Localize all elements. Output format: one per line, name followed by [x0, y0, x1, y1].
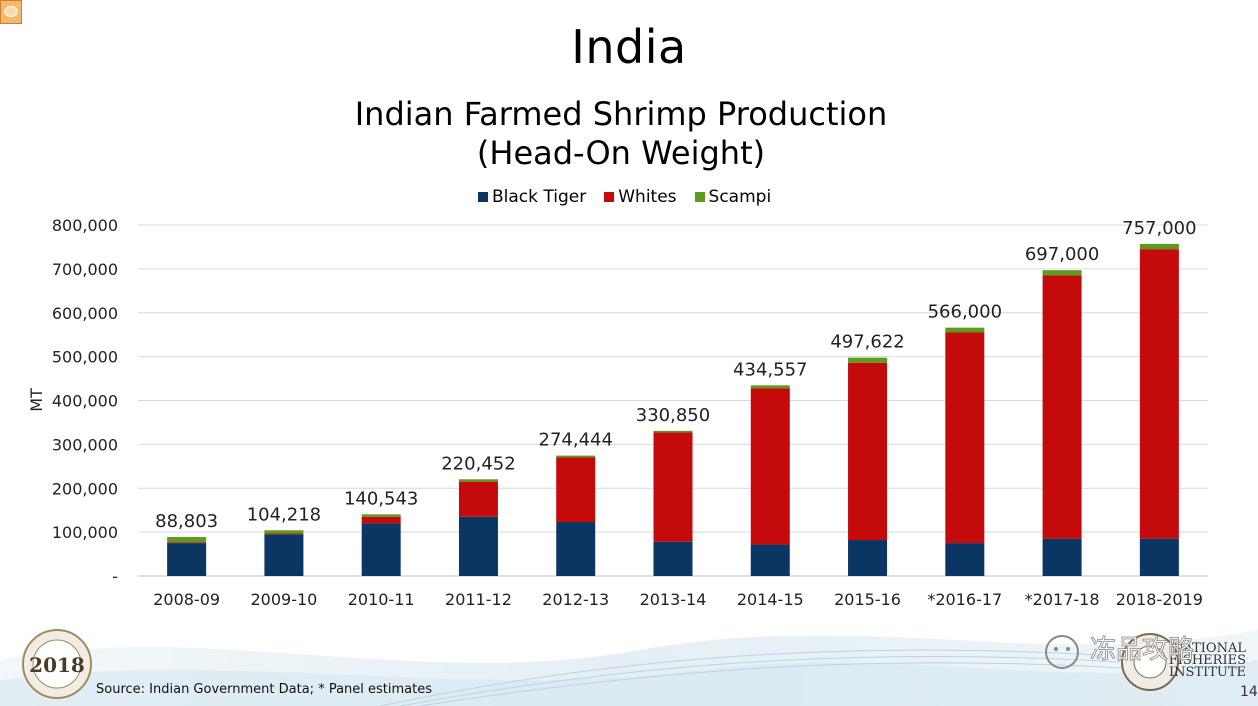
y-tick-label: 800,000: [52, 216, 118, 235]
bar-scampi: [1139, 243, 1179, 250]
legend-label-black-tiger: Black Tiger: [492, 187, 587, 207]
logo-right-text-3: INSTITUTE: [1169, 665, 1246, 680]
bar-scampi: [653, 430, 693, 433]
bar-black-tiger: [361, 523, 401, 576]
x-tick-label: 2008-09: [153, 590, 220, 609]
total-data-label: 757,000: [1122, 218, 1196, 239]
chart-subtitle: (Head-On Weight): [476, 134, 766, 172]
bar-black-tiger: [264, 534, 304, 576]
logo-year: 2018: [29, 653, 85, 677]
legend-swatch-scampi: [694, 192, 705, 202]
chart-legend: Black Tiger Whites Scampi: [478, 187, 771, 207]
bar-scampi: [1042, 270, 1082, 276]
bar-black-tiger: [750, 544, 790, 576]
logo-right-text-2: FISHERIES: [1169, 653, 1246, 668]
bar-scampi: [458, 479, 498, 482]
x-tick-label: *2017-18: [1025, 590, 1100, 609]
bar-black-tiger: [848, 540, 888, 576]
x-tick-label: 2012-13: [542, 590, 609, 609]
bar-whites: [361, 516, 401, 524]
x-tick-label: 2013-14: [640, 590, 707, 609]
bar-black-tiger: [1139, 538, 1179, 576]
bar-scampi: [361, 514, 401, 517]
y-tick-label: 600,000: [52, 304, 118, 323]
comment-icon[interactable]: [0, 0, 22, 24]
legend-label-scampi: Scampi: [708, 187, 772, 207]
bar-whites: [1042, 275, 1082, 539]
bar-whites: [945, 332, 985, 544]
total-data-label: 274,444: [539, 430, 613, 451]
x-tick-label: 2010-11: [348, 590, 415, 609]
bar-whites: [556, 457, 596, 523]
x-tick-label: 2011-12: [445, 590, 512, 609]
total-data-label: 220,452: [441, 453, 515, 474]
bar-black-tiger: [945, 543, 985, 576]
x-tick-label: 2015-16: [834, 590, 901, 609]
legend-swatch-whites: [604, 192, 615, 202]
total-data-label: 434,557: [733, 359, 807, 380]
source-note: Source: Indian Government Data; * Panel …: [96, 682, 433, 697]
decorative-wave-background: [0, 630, 1258, 706]
bar-scampi: [264, 530, 304, 534]
bar-black-tiger: [653, 541, 693, 576]
bar-whites: [264, 533, 304, 535]
bar-whites: [167, 542, 207, 544]
bar-black-tiger: [556, 522, 596, 576]
y-axis-label: MT: [27, 388, 46, 412]
y-tick-label: 200,000: [52, 479, 118, 498]
x-tick-label: 2014-15: [737, 590, 804, 609]
y-tick-label: 500,000: [52, 348, 118, 367]
total-data-label: 566,000: [928, 302, 1002, 323]
wechat-icon: [1045, 635, 1079, 669]
y-tick-label: -: [112, 567, 118, 586]
bar-whites: [458, 481, 498, 517]
legend-item-scampi: Scampi: [694, 187, 772, 207]
bar-whites: [653, 432, 693, 542]
bar-whites: [1139, 249, 1179, 539]
bar-whites: [848, 362, 888, 541]
institute-logo: NATIONAL FISHERIES INSTITUTE 冻品攻略: [1045, 633, 1246, 691]
bar-whites: [750, 388, 790, 545]
bar-scampi: [945, 327, 985, 333]
bar-black-tiger: [458, 516, 498, 576]
legend-swatch-black-tiger: [478, 192, 488, 202]
bar-scampi: [750, 385, 790, 389]
logo-right-text-1: NATIONAL: [1172, 641, 1246, 656]
page-title: India: [571, 20, 687, 74]
page-number: 14: [1240, 684, 1258, 700]
legend-item-black-tiger: Black Tiger: [478, 187, 586, 207]
total-data-label: 697,000: [1025, 244, 1099, 265]
chart-title: Indian Farmed Shrimp Production: [354, 95, 888, 133]
bar-scampi: [848, 357, 888, 363]
bar-black-tiger: [1042, 538, 1082, 576]
y-tick-label: 400,000: [52, 392, 118, 411]
legend-item-whites: Whites: [604, 187, 677, 207]
total-data-label: 104,218: [247, 504, 321, 525]
x-tick-label: 2009-10: [250, 590, 317, 609]
bar-scampi: [556, 455, 596, 458]
y-tick-label: 100,000: [52, 523, 118, 542]
bar-scampi: [167, 537, 207, 543]
x-tick-label: *2016-17: [927, 590, 1002, 609]
conference-logo: 2018: [22, 629, 92, 699]
watermark-text: 冻品攻略: [1090, 635, 1194, 665]
total-data-label: 140,543: [344, 488, 418, 509]
bar-black-tiger: [167, 543, 207, 576]
y-tick-label: 300,000: [52, 435, 118, 454]
legend-label-whites: Whites: [618, 187, 677, 207]
y-tick-label: 700,000: [52, 260, 118, 279]
x-tick-label: 2018-2019: [1116, 590, 1203, 609]
total-data-label: 497,622: [830, 332, 904, 353]
total-data-label: 330,850: [636, 405, 710, 426]
total-data-label: 88,803: [155, 511, 218, 532]
